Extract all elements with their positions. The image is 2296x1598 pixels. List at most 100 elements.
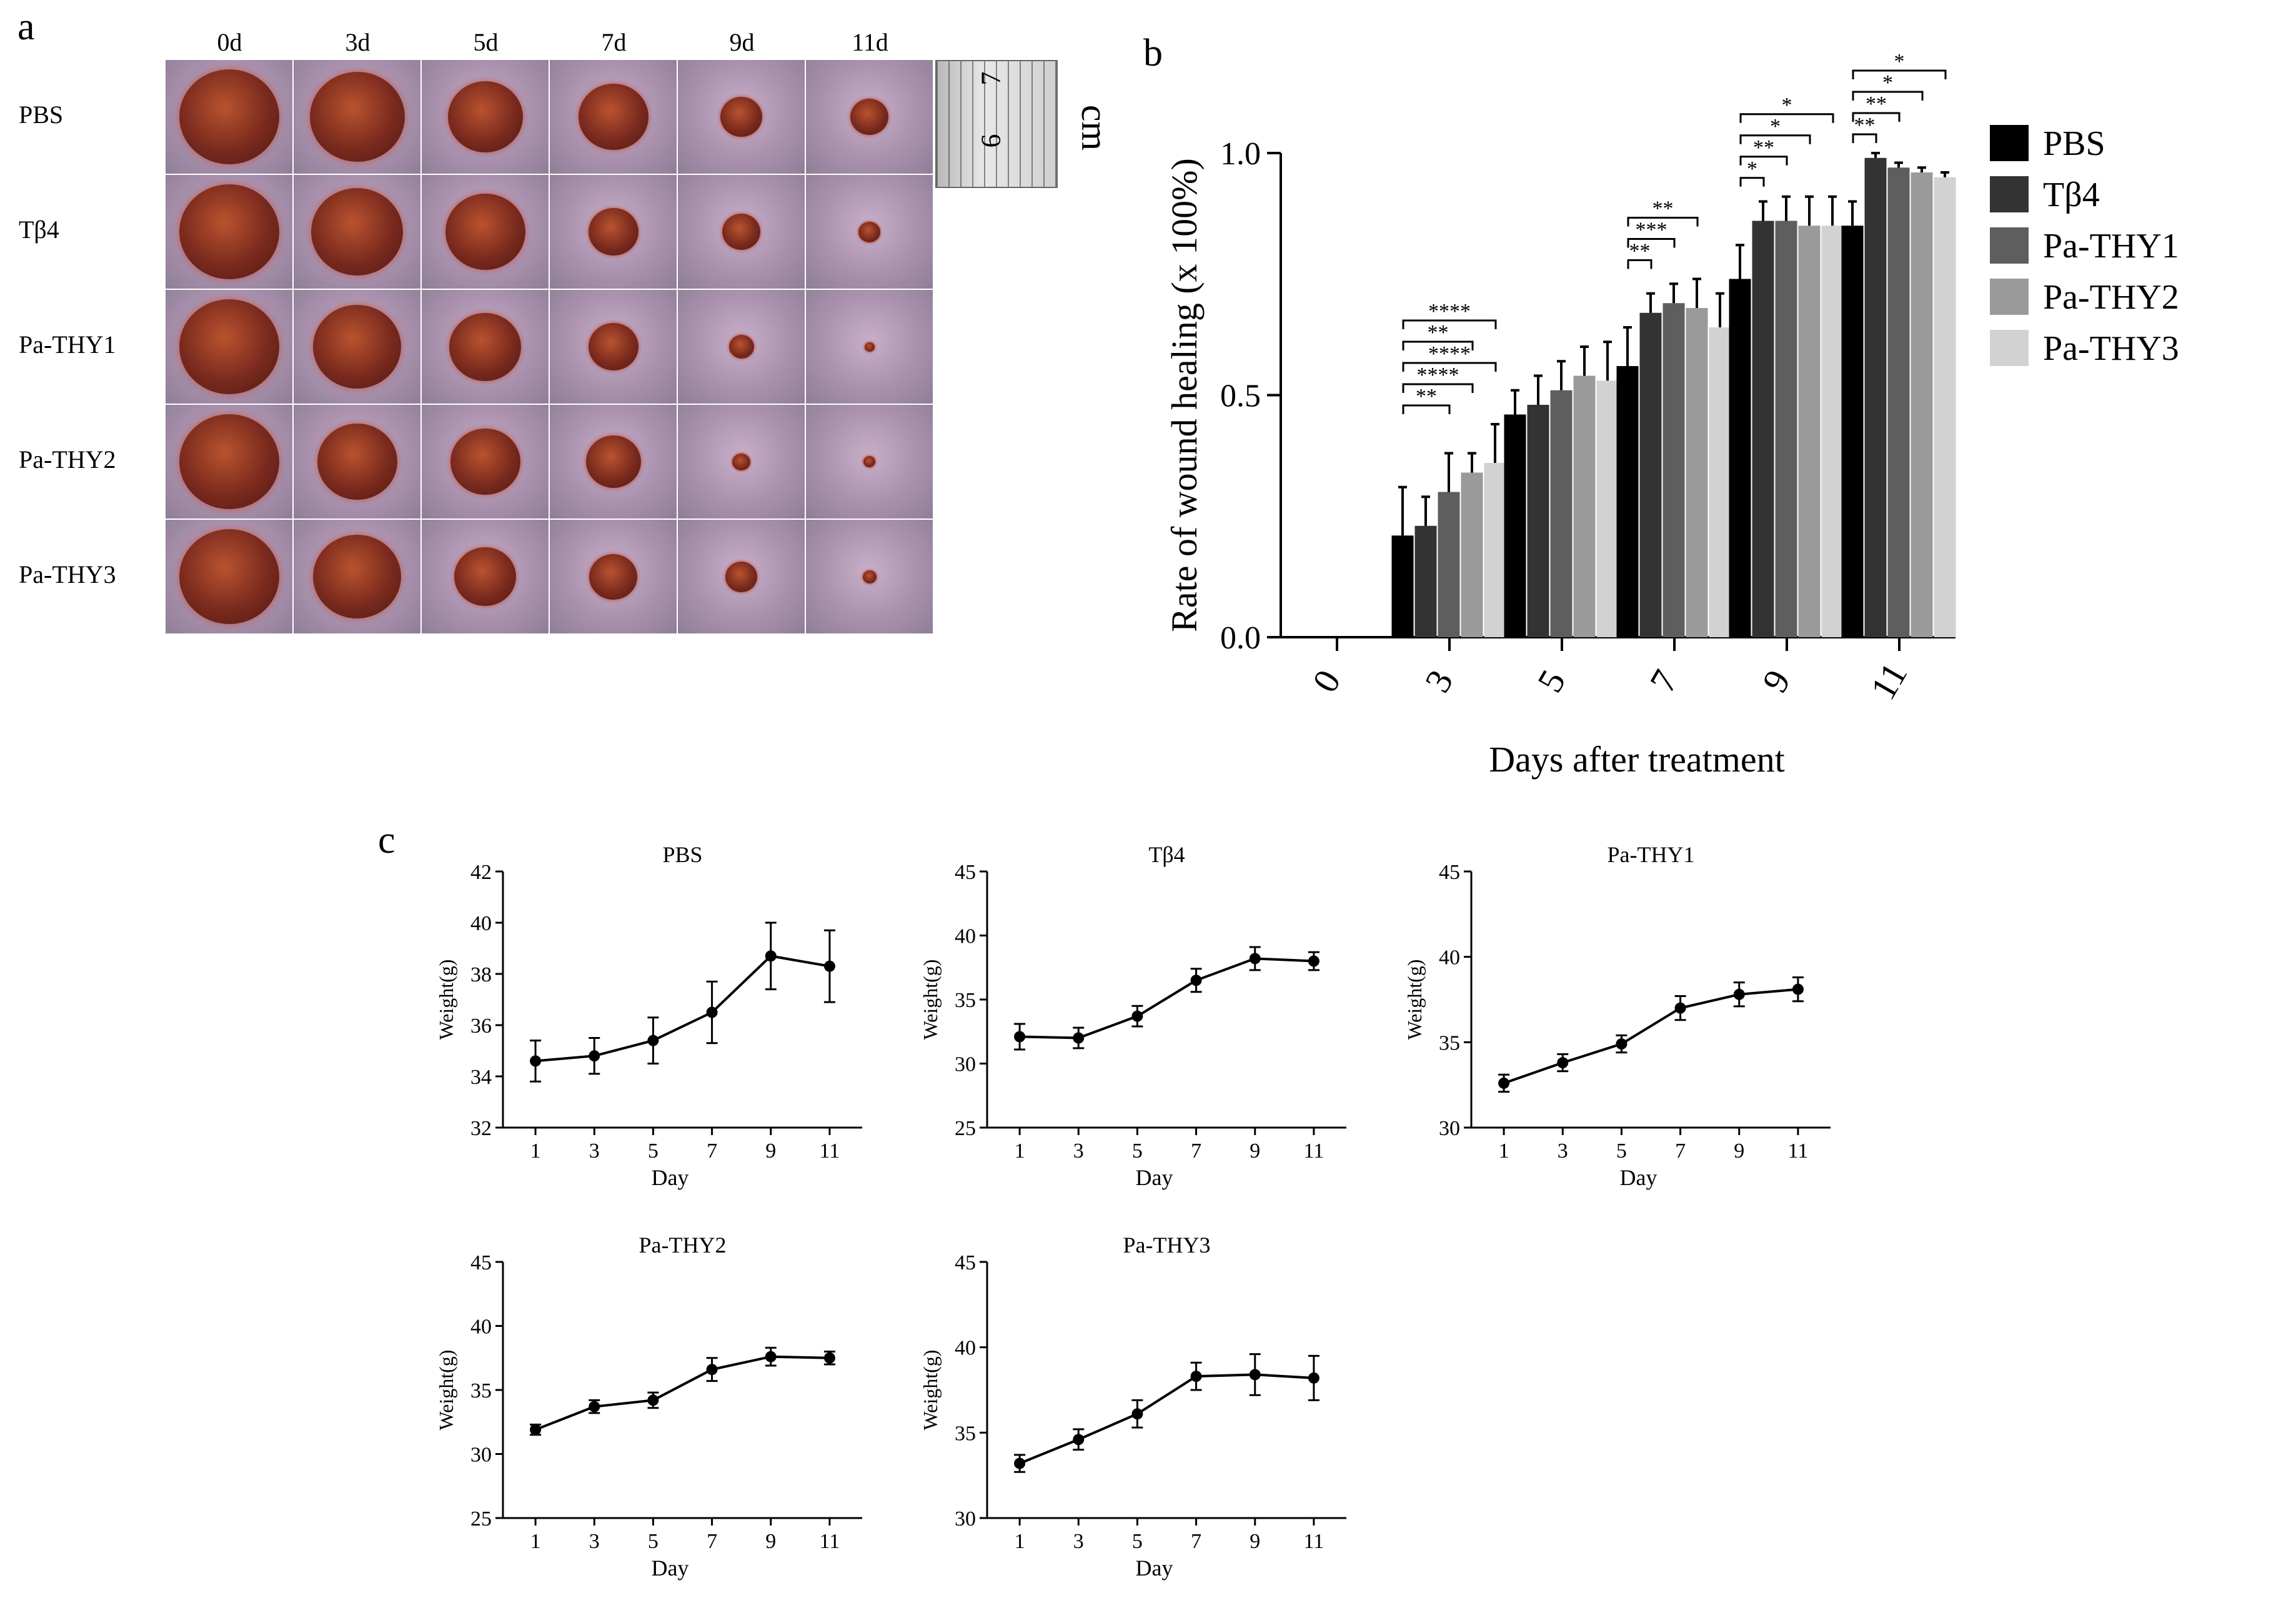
y-tick-label: 25 (470, 1507, 492, 1531)
wound-area (450, 429, 520, 495)
x-tick-label: 11 (820, 1530, 840, 1553)
panel-letter-c: c (378, 819, 395, 861)
x-axis-label: Day (1620, 1165, 1657, 1190)
wound-photo (550, 60, 677, 174)
x-tick-label: 11 (1304, 1530, 1324, 1553)
series-line (1020, 957, 1314, 1040)
bar (1662, 303, 1685, 637)
x-tick-label: 1 (1015, 1530, 1025, 1553)
wound-area (862, 570, 877, 583)
legend-swatch (1990, 176, 2029, 212)
legend-label: Pa-THY2 (2043, 278, 2179, 317)
y-tick-label: 32 (470, 1117, 492, 1140)
wound-photo (806, 290, 933, 404)
wound-area (588, 323, 639, 370)
x-tick-label: 11 (1862, 656, 1915, 707)
wound-area (313, 305, 401, 389)
data-point (1014, 1457, 1026, 1469)
wound-photo (678, 60, 805, 174)
legend-label: PBS (2043, 124, 2105, 163)
y-tick-label: 0.0 (1220, 620, 1261, 656)
significance-label: * (1770, 115, 1781, 138)
y-axis-label: Rate of wound healing (x 100%) (1164, 158, 1205, 632)
data-point (1557, 1057, 1569, 1069)
x-tick-label: 3 (1417, 663, 1461, 699)
wound-photo (422, 520, 549, 633)
legend-swatch (1990, 125, 2029, 161)
series-line (535, 1355, 830, 1431)
wound-photo (294, 175, 420, 289)
significance-bracket (1852, 69, 1947, 79)
data-point (1249, 1369, 1261, 1381)
y-tick-label: 45 (955, 861, 976, 884)
group-row-label: Pa-THY2 (19, 445, 116, 474)
wound-area (445, 194, 525, 270)
significance-label: * (1747, 157, 1757, 181)
bar (1639, 312, 1662, 637)
wound-area (864, 342, 875, 352)
legend-swatch (1990, 330, 2029, 366)
data-point (1616, 1038, 1628, 1050)
bar (1709, 327, 1731, 637)
significance-label: * (1894, 50, 1905, 73)
data-point (1498, 1077, 1510, 1089)
wound-photo (166, 520, 292, 633)
bar (1864, 157, 1887, 637)
wound-photo (806, 60, 933, 174)
wound-photo-grid: 0d 3d 5d 7d 9d 11d PBS Tβ4 Pa-THY1 Pa-THY2 Pa-THY3… (0, 0, 1115, 650)
data-point (1249, 953, 1261, 965)
wound-area (449, 312, 521, 381)
wound-photo (550, 405, 677, 519)
x-tick-label: 9 (765, 1139, 776, 1163)
significance-label: ** (1753, 136, 1774, 159)
wound-photo (806, 520, 933, 633)
wound-photo (294, 520, 420, 633)
bar (1596, 380, 1619, 637)
data-point (823, 1352, 835, 1364)
y-axis-label: Weight(g) (435, 960, 457, 1040)
wound-area (311, 188, 403, 275)
data-point (1308, 1372, 1319, 1384)
significance-label: ** (1416, 385, 1437, 408)
x-axis-label: Days after treatment (1489, 739, 1784, 780)
significance-bracket (1852, 112, 1901, 122)
wound-area (179, 414, 279, 509)
x-tick-label: 3 (1073, 1139, 1084, 1163)
x-tick-label: 9 (1250, 1139, 1260, 1163)
group-row-label: PBS (19, 101, 64, 129)
significance-bracket (1739, 177, 1765, 187)
y-tick-label: 30 (470, 1444, 492, 1467)
data-point (1308, 955, 1319, 967)
data-point (1792, 983, 1804, 995)
ruler-label-7: 7 (975, 71, 1006, 86)
wound-photo (678, 290, 805, 404)
bar (1550, 390, 1573, 637)
day-column-label: 0d (217, 28, 242, 56)
y-tick-label: 45 (955, 1251, 976, 1274)
x-tick-label: 5 (648, 1530, 658, 1553)
significance-bracket (1402, 383, 1474, 393)
day-column-label: 3d (345, 28, 370, 56)
y-tick-label: 40 (955, 1337, 976, 1360)
x-tick-label: 1 (530, 1139, 541, 1163)
y-tick-label: 1.0 (1220, 136, 1261, 172)
x-tick-label: 7 (707, 1530, 717, 1553)
x-tick-label: 1 (1015, 1139, 1025, 1163)
x-tick-label: 3 (589, 1530, 600, 1553)
bar (1841, 226, 1864, 637)
bar (1391, 535, 1414, 637)
data-point (1131, 1010, 1143, 1022)
data-point (706, 1006, 718, 1018)
legend-swatch (1990, 227, 2029, 264)
bar (1821, 226, 1844, 637)
wound-photo (550, 520, 677, 633)
wound-photo (422, 290, 549, 404)
y-axis-label: Weight(g) (1403, 960, 1426, 1040)
wound-area (447, 81, 523, 152)
legend-swatch (1990, 279, 2029, 315)
x-tick-label: 3 (1558, 1139, 1568, 1163)
wound-area (589, 553, 637, 600)
significance-bracket (1852, 133, 1877, 143)
wound-photo (806, 405, 933, 519)
